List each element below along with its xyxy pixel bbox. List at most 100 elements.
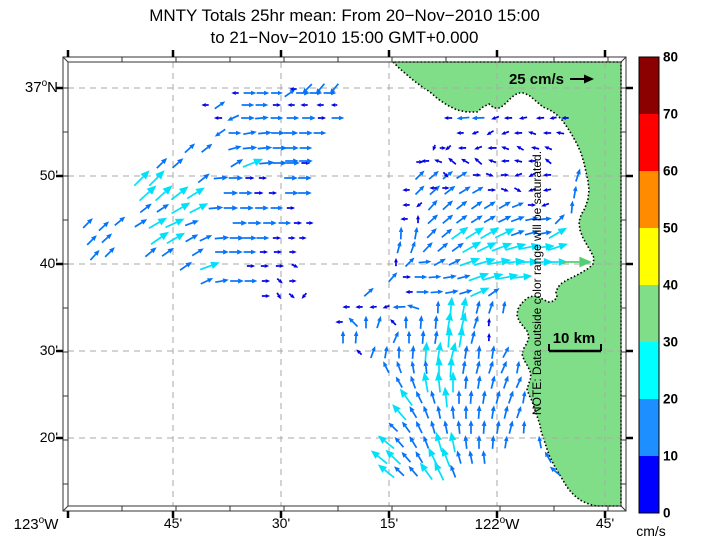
- current-vector: [288, 292, 295, 299]
- vector-tail: [255, 117, 264, 120]
- current-vector: [487, 146, 497, 150]
- vector-tail: [431, 395, 436, 404]
- vector-head: [457, 326, 465, 336]
- vector-head: [398, 226, 404, 233]
- vector-head: [461, 200, 468, 207]
- vector-head: [201, 103, 206, 107]
- vector-head: [405, 290, 410, 294]
- current-vector: [285, 190, 299, 196]
- current-vector: [410, 345, 416, 359]
- current-vector: [355, 305, 363, 309]
- vector-head: [518, 202, 524, 207]
- vector-head: [278, 279, 283, 284]
- current-vector: [463, 405, 469, 419]
- vector-tail: [426, 231, 434, 239]
- vector-head: [391, 272, 398, 278]
- vector-head: [471, 241, 482, 250]
- current-vector: [455, 214, 468, 224]
- vector-tail: [425, 365, 428, 374]
- vector-head: [459, 311, 468, 322]
- vector-head: [415, 420, 421, 428]
- current-vector: [156, 204, 170, 213]
- vector-head: [232, 190, 239, 196]
- vector-head: [250, 176, 255, 180]
- vector-head: [292, 279, 297, 283]
- current-vector: [214, 101, 226, 110]
- vector-head: [486, 242, 497, 250]
- vector-head: [408, 465, 415, 472]
- current-vector: [468, 390, 474, 404]
- vector-head: [185, 261, 192, 268]
- current-vector: [473, 257, 496, 266]
- vector-tail: [351, 320, 359, 328]
- current-vector: [485, 172, 494, 177]
- vector-head: [382, 304, 388, 309]
- vector-tail: [442, 203, 450, 211]
- current-vector: [272, 236, 282, 240]
- current-vector: [258, 130, 272, 136]
- current-vector: [414, 185, 425, 196]
- current-vector: [420, 159, 430, 163]
- vector-head: [470, 257, 481, 266]
- vector-head: [434, 431, 443, 442]
- vector-head: [449, 371, 457, 381]
- y-tick-label: 37oN: [24, 78, 58, 97]
- current-vector: [422, 341, 430, 363]
- current-vector: [461, 360, 467, 374]
- vector-head: [259, 191, 264, 195]
- current-vector: [289, 250, 297, 254]
- colorbar-tick-label: 0: [663, 505, 671, 521]
- current-vector: [382, 304, 390, 309]
- current-vector: [299, 236, 307, 240]
- current-vector: [429, 186, 437, 190]
- vector-tail: [384, 469, 395, 479]
- vector-tail: [377, 455, 388, 465]
- vector-tail: [469, 455, 474, 464]
- vector-head: [549, 466, 556, 473]
- vector-head: [419, 160, 424, 164]
- current-vector: [432, 144, 437, 152]
- current-vector: [465, 227, 485, 240]
- vector-head: [508, 420, 514, 427]
- current-vector: [470, 201, 483, 210]
- current-vector: [275, 264, 285, 268]
- vector-head: [490, 405, 496, 412]
- vector-head: [448, 157, 453, 163]
- vector-head: [410, 345, 416, 352]
- current-vector: [284, 175, 298, 181]
- vector-head: [395, 376, 401, 383]
- current-vector: [451, 242, 464, 252]
- vector-tail: [258, 132, 267, 135]
- vector-head: [476, 201, 483, 207]
- vector-tail: [485, 172, 490, 176]
- current-vector: [241, 102, 255, 108]
- current-vector: [213, 116, 223, 120]
- current-vector: [223, 205, 239, 211]
- current-vector: [476, 242, 497, 253]
- current-vector: [405, 290, 413, 294]
- vector-head: [517, 376, 522, 382]
- current-vector: [500, 360, 507, 374]
- current-vector: [450, 464, 457, 478]
- current-vector: [442, 200, 454, 211]
- vector-head: [513, 131, 519, 135]
- vector-head: [87, 218, 93, 224]
- x-tick-label: 45': [595, 515, 615, 531]
- current-vector: [409, 406, 418, 419]
- current-vector: [356, 349, 363, 356]
- vector-head: [544, 146, 550, 150]
- vector-head: [406, 330, 412, 336]
- vector-head: [445, 186, 450, 190]
- vector-head: [406, 304, 413, 309]
- current-vector: [437, 242, 449, 253]
- vector-head: [342, 305, 347, 309]
- current-vector: [227, 114, 240, 121]
- colorbar-tick-label: 60: [663, 163, 679, 179]
- vector-tail: [458, 188, 467, 195]
- vector-head: [509, 390, 514, 397]
- vector-head: [307, 130, 313, 136]
- vector-head: [203, 173, 210, 180]
- vector-head: [265, 145, 273, 151]
- current-vector: [255, 102, 269, 108]
- vector-tail: [470, 290, 482, 298]
